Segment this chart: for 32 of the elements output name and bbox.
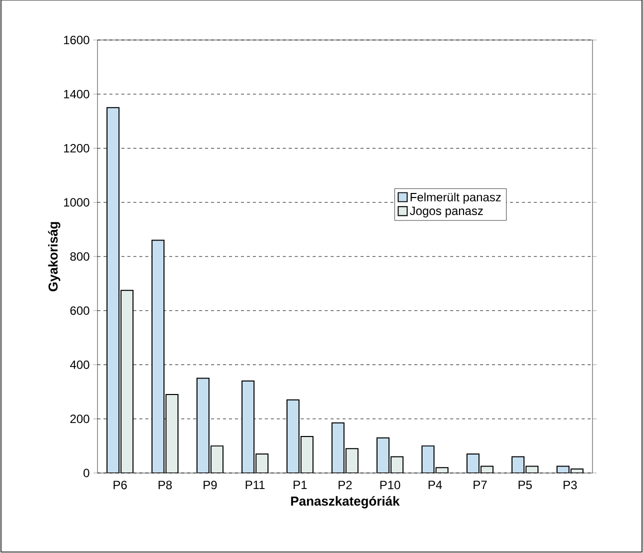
legend-label: Jogos panasz — [410, 206, 483, 218]
x-tick-label: P4 — [428, 480, 442, 489]
bar — [332, 422, 345, 473]
x-tick-label: P10 — [380, 480, 400, 490]
y-tick-label: 1400 — [64, 90, 90, 98]
y-tick-label: 1000 — [64, 198, 90, 207]
bar — [106, 107, 120, 473]
y-tick-label: 0 — [84, 468, 90, 478]
x-tick-label: P8 — [158, 480, 172, 490]
bar — [196, 378, 210, 473]
x-axis-title: Panaszkategóriák — [291, 496, 400, 508]
bar — [242, 380, 255, 473]
bar — [152, 240, 165, 473]
x-tick-label: P6 — [114, 480, 127, 490]
x-tick-label: P3 — [564, 480, 577, 490]
bar — [165, 394, 178, 473]
x-tick-label: P2 — [338, 480, 352, 490]
x-tick-label: P5 — [518, 480, 532, 490]
bar — [120, 290, 134, 473]
x-tick-label: P11 — [246, 480, 265, 489]
y-tick-label: 600 — [70, 306, 90, 315]
bar — [286, 399, 300, 473]
y-tick-label: 1200 — [64, 144, 90, 152]
y-axis-title: Gyakoriság — [48, 222, 60, 292]
x-tick-label: P7 — [474, 480, 487, 489]
x-tick-label: P9 — [204, 480, 217, 490]
y-tick-label: 1600 — [64, 36, 90, 44]
y-tick-label: 400 — [70, 360, 90, 369]
y-tick-label: 200 — [70, 414, 90, 424]
y-tick-label: 800 — [70, 252, 90, 261]
x-tick-label: P1 — [294, 480, 307, 489]
legend-label: Felmerült panasz — [410, 192, 501, 204]
